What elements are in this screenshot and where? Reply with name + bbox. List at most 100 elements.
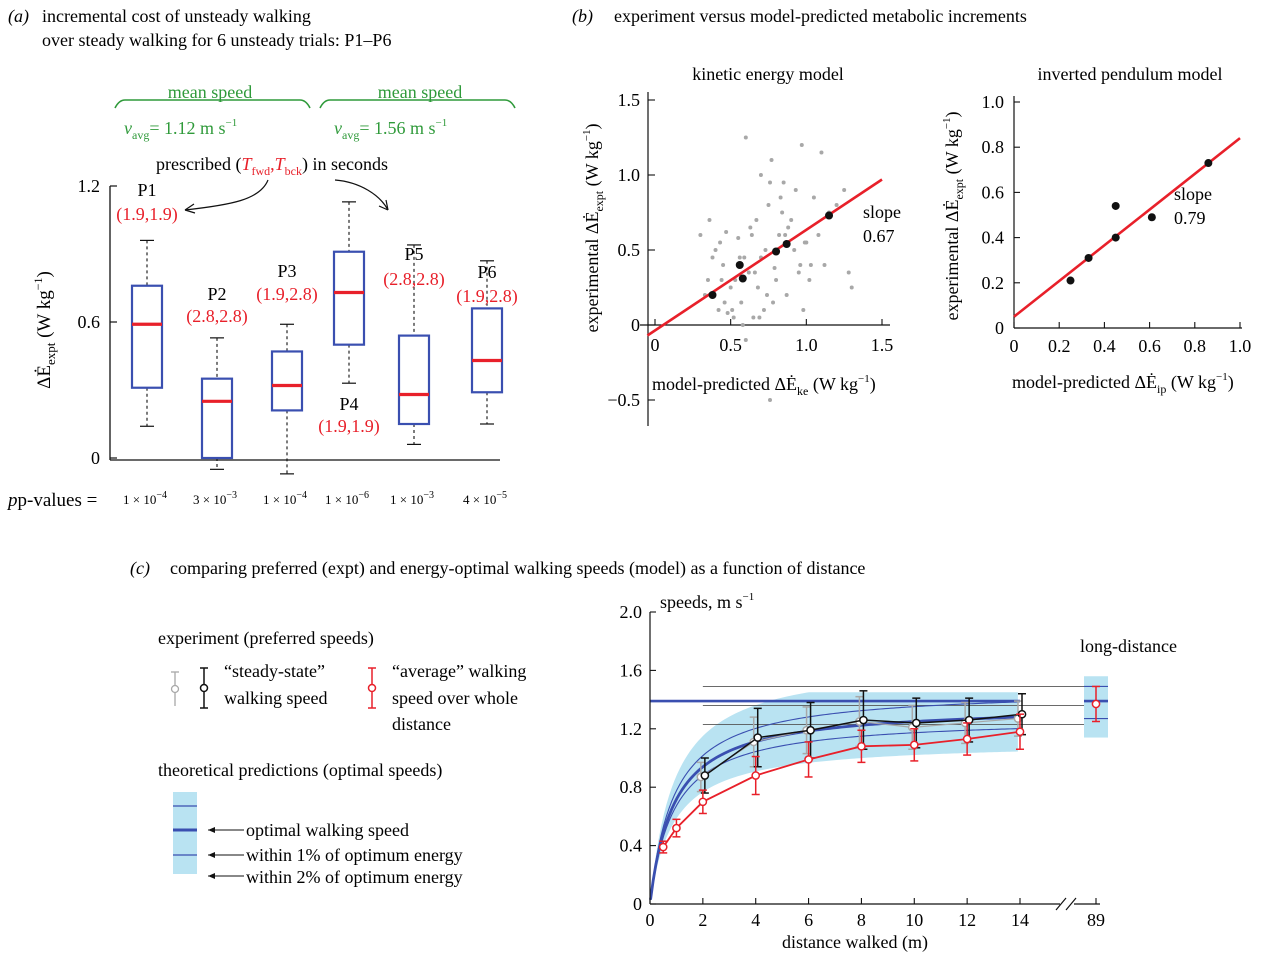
- legend-opt-text: optimal walking speed: [246, 820, 409, 840]
- legend-average-symbol: [367, 667, 377, 709]
- b-right-y-tick-label: 0: [995, 318, 1004, 338]
- panel-a-y-tick-label: 0.6: [78, 312, 101, 332]
- c-axis-break-mark: [1055, 897, 1067, 911]
- c-y-tick-label: 2.0: [620, 602, 643, 622]
- panel-b-left-slope-label: slope: [863, 202, 901, 222]
- b-left-gray-point: [789, 218, 794, 222]
- b-left-gray-point: [771, 300, 776, 305]
- c-average-point: [1015, 727, 1025, 737]
- arrow-to-p1-head: [184, 203, 196, 214]
- b-left-gray-point: [792, 248, 797, 252]
- b-left-gray-point: [718, 240, 723, 245]
- group2-label: mean speed: [378, 82, 462, 102]
- c-average-point: [857, 741, 866, 751]
- panel-b-right-plot: 00 0.2 0.2 0.4 0.4 0.6 0.6 0.8 0.8 1.0 1.0: [982, 92, 1252, 356]
- panel-a-title-line1: incremental cost of unsteady walking: [42, 6, 311, 26]
- c-average-point: [751, 771, 761, 780]
- panel-b-right-slope-label: slope: [1174, 184, 1212, 204]
- box-p2: [200, 377, 234, 460]
- b-left-mean-point: [825, 211, 834, 220]
- b-left-mean-point: [708, 291, 717, 299]
- trial-params-p4: (1.9,1.9): [318, 416, 380, 437]
- panel-c-title: comparing preferred (expt) and energy-op…: [170, 558, 865, 579]
- panel-c-ylabel: speeds, m s−1: [660, 591, 754, 612]
- b-left-gray-point: [774, 278, 779, 282]
- legend-2pct-text: within 2% of optimum energy: [246, 867, 463, 887]
- b-left-gray-point: [710, 255, 715, 260]
- c-y-tick-label: 0.4: [620, 836, 643, 856]
- b-left-gray-point: [705, 278, 710, 282]
- pvalue-3: 1 × 10−4: [263, 490, 307, 507]
- b-left-x-tick-label: 0.5: [719, 335, 742, 355]
- b-left-gray-point: [728, 285, 733, 290]
- c-x-tick-label: 8: [857, 910, 866, 930]
- b-left-gray-point: [751, 315, 756, 320]
- b-left-mean-point: [782, 240, 791, 248]
- b-left-gray-point: [719, 278, 724, 282]
- b-left-gray-point: [808, 263, 813, 267]
- c-steady-point: [753, 733, 763, 742]
- b-left-y-tick-label: 1.5: [618, 90, 641, 110]
- b-left-gray-point: [783, 233, 788, 237]
- b-left-gray-point: [780, 210, 785, 215]
- arrow-to-p1: [184, 179, 269, 211]
- b-left-gray-point: [778, 195, 783, 200]
- b-left-gray-point: [757, 315, 762, 320]
- legend-1pct-pointer-head: [208, 852, 215, 858]
- trial-label-p6: P6: [477, 262, 496, 282]
- b-right-y-tick-label: 0.8: [982, 137, 1005, 157]
- legend-steady-line1: “steady-state”: [224, 661, 325, 681]
- legend-opt-pointer-head: [208, 827, 215, 833]
- arrow-to-p5: [334, 179, 389, 211]
- pvalue-6: 4 × 10−5: [463, 490, 507, 507]
- b-left-mean-point: [735, 261, 744, 269]
- c-y-tick-label: 0: [633, 894, 642, 914]
- b-left-gray-point: [798, 263, 803, 267]
- b-right-x-tick-label: 0.6: [1138, 336, 1161, 356]
- c-axis-break-mark: [1065, 897, 1077, 911]
- b-left-gray-point: [781, 180, 786, 185]
- b-left-gray-point: [698, 233, 703, 237]
- b-left-gray-point: [796, 270, 801, 275]
- b-left-gray-point: [768, 398, 773, 402]
- b-right-point: [1084, 253, 1093, 262]
- b-left-gray-point: [736, 236, 741, 240]
- panel-a-boxes: P1(1.9,1.9)P2(2.8,2.8)P3(1.9,2.8)P4(1.9,…: [116, 180, 518, 475]
- b-left-gray-point: [737, 255, 742, 260]
- panel-b: (b) experiment versus model-predicted me…: [572, 6, 1251, 426]
- box-p4: [332, 250, 366, 346]
- b-left-gray-point: [766, 203, 771, 207]
- legend-theory-swatch: [173, 792, 197, 874]
- b-left-y-tick-label: 1.0: [618, 165, 641, 185]
- b-left-gray-point: [834, 203, 839, 207]
- b-left-gray-point: [755, 285, 760, 290]
- b-left-gray-point: [769, 158, 774, 162]
- panel-c: (c) comparing preferred (expt) and energ…: [130, 558, 1177, 953]
- trial-label-p1: P1: [137, 180, 156, 200]
- panel-b-left-plot: 1.5 1.0 0.5 0 −0.5 0 0.5 1.0 1.5: [607, 90, 893, 426]
- b-right-x-tick-label: 1.0: [1229, 336, 1252, 356]
- b-left-gray-point: [722, 300, 727, 305]
- panel-b-right-title: inverted pendulum model: [1038, 64, 1223, 84]
- b-left-gray-point: [743, 338, 748, 342]
- c-x-tick-label: 14: [1011, 910, 1029, 930]
- b-right-fit-line: [1013, 137, 1241, 318]
- panel-b-left-xlabel: model-predicted ΔĖke (W kg−1): [652, 373, 876, 398]
- b-left-gray-point: [721, 263, 726, 267]
- b-left-y-tick-label: −0.5: [607, 390, 640, 410]
- trial-label-p5: P5: [404, 244, 423, 264]
- b-left-gray-point: [707, 218, 712, 222]
- c-average-point: [658, 842, 668, 852]
- panel-a-y-tick-label: 1.2: [78, 176, 101, 196]
- trial-params-p5: (2.8,2.8): [383, 269, 445, 290]
- panel-b-right-xlabel: model-predicted ΔĖip (W kg−1): [1012, 371, 1234, 396]
- b-left-gray-point: [811, 195, 816, 200]
- panel-a: (a) incremental cost of unsteady walking…: [6, 6, 518, 511]
- b-left-gray-point: [816, 233, 821, 237]
- pvalues-label: pp-values =: [6, 490, 97, 511]
- legend-theory-heading: theoretical predictions (optimal speeds): [158, 760, 442, 781]
- b-left-gray-point: [739, 300, 744, 305]
- legend-average-line2: speed over whole: [392, 688, 518, 708]
- trial-params-p3: (1.9,2.8): [256, 284, 318, 305]
- pvalue-2: 3 × 10−3: [193, 490, 237, 507]
